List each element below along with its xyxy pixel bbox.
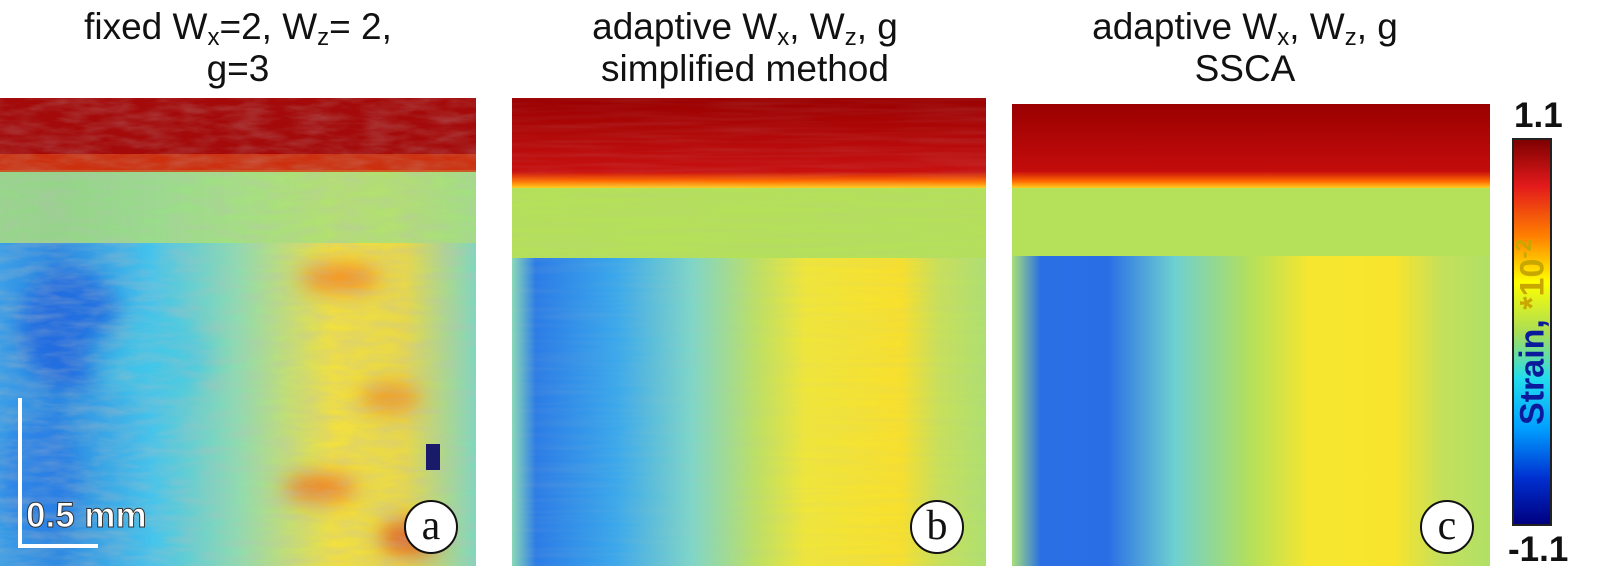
colorbar [1512,138,1552,526]
panel-c-letter: c [1420,500,1474,554]
panel-b-letter: b [910,500,964,554]
panel-c-image [1012,104,1490,566]
scale-bar-label: 0.5 mm [26,496,148,536]
scale-bar-vertical [18,398,22,548]
panel-a-image [0,98,476,566]
panel-b-title: adaptive Wx, Wz, g simplified method [592,6,898,89]
panel-c-title: adaptive Wx, Wz, g SSCA [1092,6,1398,89]
panel-a-letter: a [404,500,458,554]
scale-bar-horizontal [18,544,98,548]
colorbar-max-label: 1.1 [1514,96,1563,135]
panel-a-title: fixed Wx=2, Wz= 2, g=3 [84,6,392,89]
colorbar-title: Strain, *10-2 [1511,239,1552,425]
panel-b-image [512,98,986,566]
colorbar-min-label: -1.1 [1508,530,1569,569]
